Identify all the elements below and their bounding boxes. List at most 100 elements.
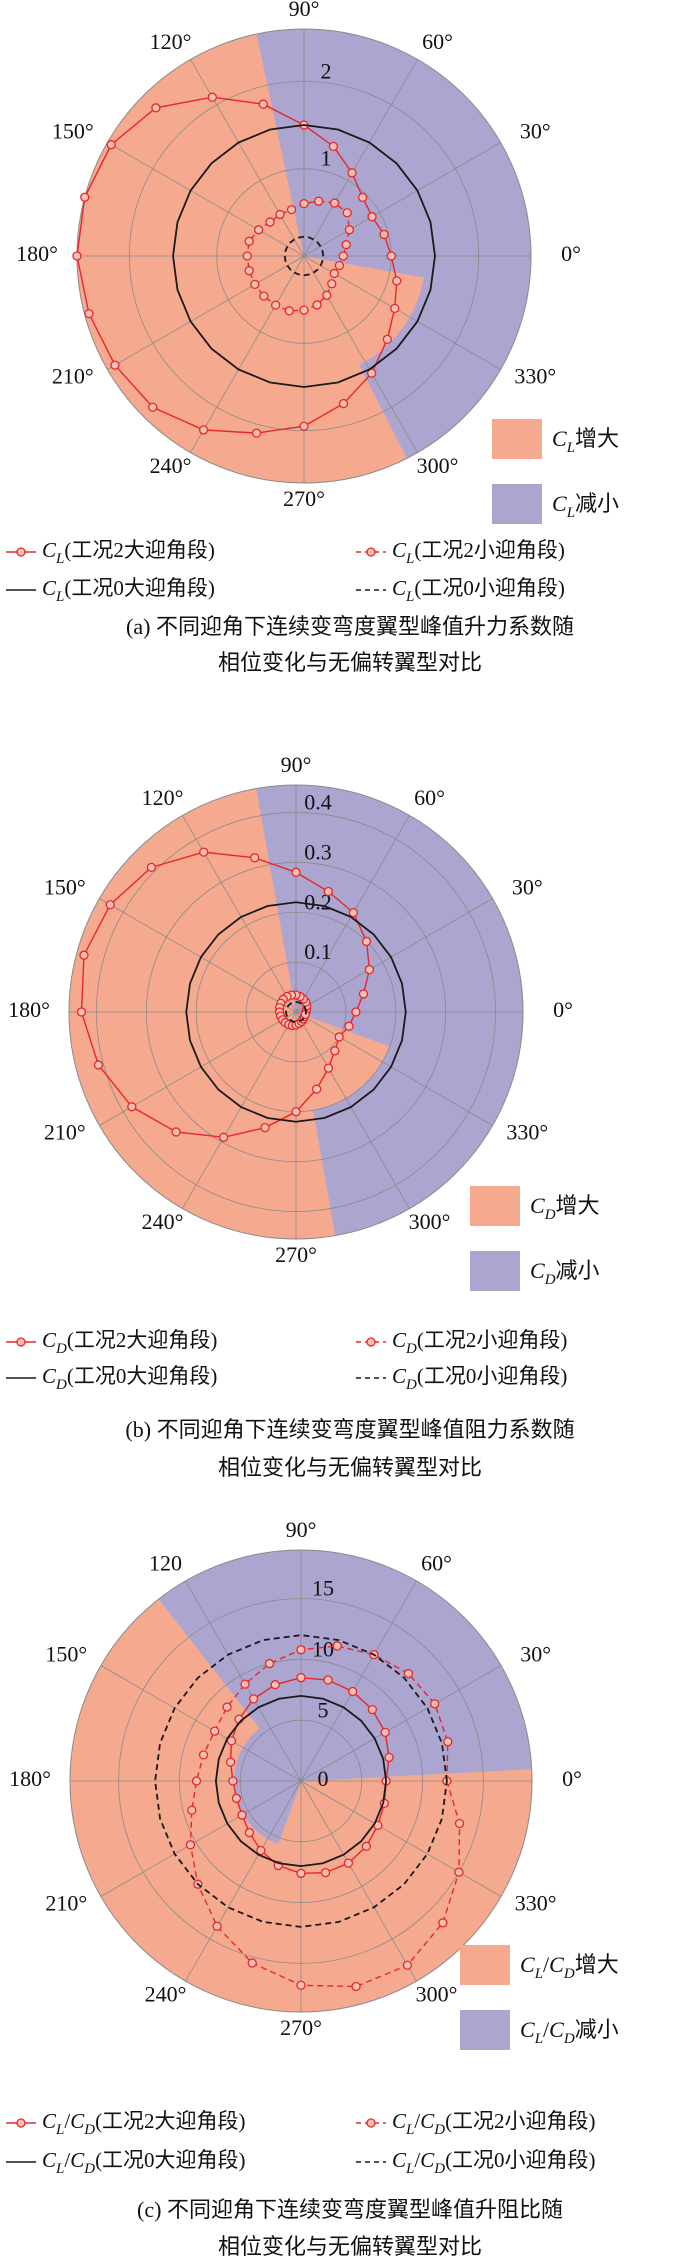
theta-tick-label: 90° — [289, 0, 320, 21]
legend-label: CD(工况2大迎角段) — [42, 1328, 217, 1358]
series-marker — [379, 229, 389, 240]
theta-tick-label: 240° — [142, 1209, 184, 1234]
series-marker — [105, 900, 115, 910]
label-part: (工况0大迎角段) — [95, 2148, 246, 2172]
caption: (a) 不同迎角下连续变弯度翼型峰值升力系数随 — [126, 614, 574, 639]
series-line — [154, 1634, 448, 1928]
label-part: D — [83, 2161, 95, 2177]
theta-tick-label: 270° — [280, 2015, 322, 2040]
label-part: / — [543, 2017, 550, 2042]
grid-spoke — [303, 142, 501, 257]
series-marker — [286, 204, 297, 215]
series-marker — [344, 225, 355, 235]
label-part: (工况2大迎角段) — [64, 538, 215, 562]
legend-marker — [366, 547, 376, 557]
label-part: 减小 — [575, 491, 619, 516]
legend-marker — [366, 1337, 376, 1347]
theta-tick-label: 60° — [422, 29, 453, 54]
series-marker — [191, 1776, 202, 1786]
grid-spoke — [303, 255, 418, 453]
series-marker — [323, 1675, 333, 1685]
series-marker — [148, 402, 158, 412]
r-tick-label: 10 — [312, 1636, 334, 1661]
label-part: C — [392, 538, 407, 562]
legend-marker — [16, 1337, 26, 1347]
label-part: (工况0小迎角段) — [417, 1364, 568, 1388]
series-marker — [361, 936, 372, 947]
legend-swatch — [460, 1945, 510, 1985]
series-marker — [146, 862, 157, 873]
series-marker — [253, 225, 264, 235]
label-part: D — [563, 1966, 575, 1982]
series-marker — [386, 251, 396, 261]
series-marker — [151, 103, 161, 113]
label-part: L — [405, 551, 414, 567]
polar-chart: 0° 30° 60° 90° 120 150° 180° 210° 240° 270° 300° 33… — [6, 1517, 619, 2259]
series-marker — [454, 1867, 464, 1877]
theta-tick-label: 150° — [44, 875, 86, 900]
series-marker — [329, 268, 339, 279]
series-marker — [299, 305, 309, 315]
grid-spoke — [300, 1780, 417, 1982]
series-marker — [430, 1699, 440, 1709]
grid-spoke — [99, 898, 297, 1013]
series-marker — [260, 1123, 270, 1133]
grid-spoke — [303, 59, 418, 257]
theta-tick-label: 0° — [561, 241, 581, 266]
series-marker — [244, 266, 254, 276]
polar-chart: 0° 30° 60° 90° 120° 150° 180° 210° 240° 270° 300° 3… — [6, 0, 619, 675]
series-marker — [443, 1737, 453, 1747]
grid-spoke — [300, 1580, 417, 1782]
theta-tick-label: 90° — [286, 1517, 317, 1542]
series-marker — [296, 1645, 306, 1655]
series-marker — [299, 198, 309, 209]
label-part: C — [552, 491, 567, 516]
theta-tick-label: 270° — [283, 486, 325, 511]
series-marker — [76, 1007, 87, 1017]
legend-swatch — [460, 2010, 510, 2050]
series-marker — [185, 1840, 196, 1850]
legend-marker — [16, 547, 26, 557]
series-marker — [338, 398, 349, 409]
series-marker — [348, 1686, 358, 1697]
label-part: D — [433, 2161, 445, 2177]
label-part: L — [405, 589, 414, 605]
label-part: C — [392, 576, 407, 600]
polar-chart: 0° 30° 60° 90° 120° 150° 180° 210° 240° 270° 300° 3… — [6, 752, 600, 1480]
label-part: C — [549, 2017, 564, 2042]
label-part: C — [42, 1364, 57, 1388]
series-marker — [299, 421, 309, 431]
series-marker — [338, 251, 348, 261]
grid-spoke — [100, 1780, 302, 1897]
label-part: L — [55, 2161, 64, 2177]
series-marker — [284, 306, 294, 316]
legend-label: CL/CD(工况2大迎角段) — [42, 2109, 246, 2139]
series-marker — [110, 360, 120, 370]
series-marker — [322, 290, 332, 300]
series-marker — [344, 1021, 354, 1031]
series-marker — [242, 251, 252, 261]
label-part: (工况0大迎角段) — [64, 576, 215, 600]
series-marker — [392, 276, 402, 286]
series-marker — [247, 1958, 257, 1968]
r-tick-label: 5 — [318, 1697, 329, 1722]
series-marker — [342, 208, 352, 218]
series-marker — [198, 1750, 209, 1760]
series-marker — [275, 209, 285, 220]
label-part: D — [544, 1207, 556, 1223]
grid-spoke — [190, 59, 305, 257]
series-marker — [250, 853, 260, 863]
label-part: L — [55, 589, 64, 605]
series-marker — [258, 99, 268, 109]
theta-tick-label: 120° — [150, 29, 192, 54]
series-marker — [93, 1060, 104, 1070]
series-marker — [320, 1867, 331, 1878]
label-part: (工况2小迎角段) — [445, 2109, 596, 2133]
legend-label: CL/CD(工况0大迎角段) — [42, 2148, 246, 2178]
label-part: (工况2大迎角段) — [95, 2109, 246, 2133]
label-part: D — [55, 1341, 67, 1357]
theta-tick-label: 300° — [409, 1209, 451, 1234]
series-marker — [358, 989, 369, 999]
theta-tick-label: 330° — [506, 1120, 548, 1145]
